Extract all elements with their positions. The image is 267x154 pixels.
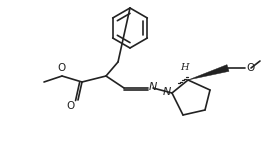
Text: O: O (67, 101, 75, 111)
Text: H: H (180, 63, 188, 72)
Text: N: N (163, 87, 171, 97)
Polygon shape (188, 65, 229, 80)
Text: O: O (58, 63, 66, 73)
Text: N: N (149, 82, 157, 92)
Text: O: O (246, 63, 254, 73)
